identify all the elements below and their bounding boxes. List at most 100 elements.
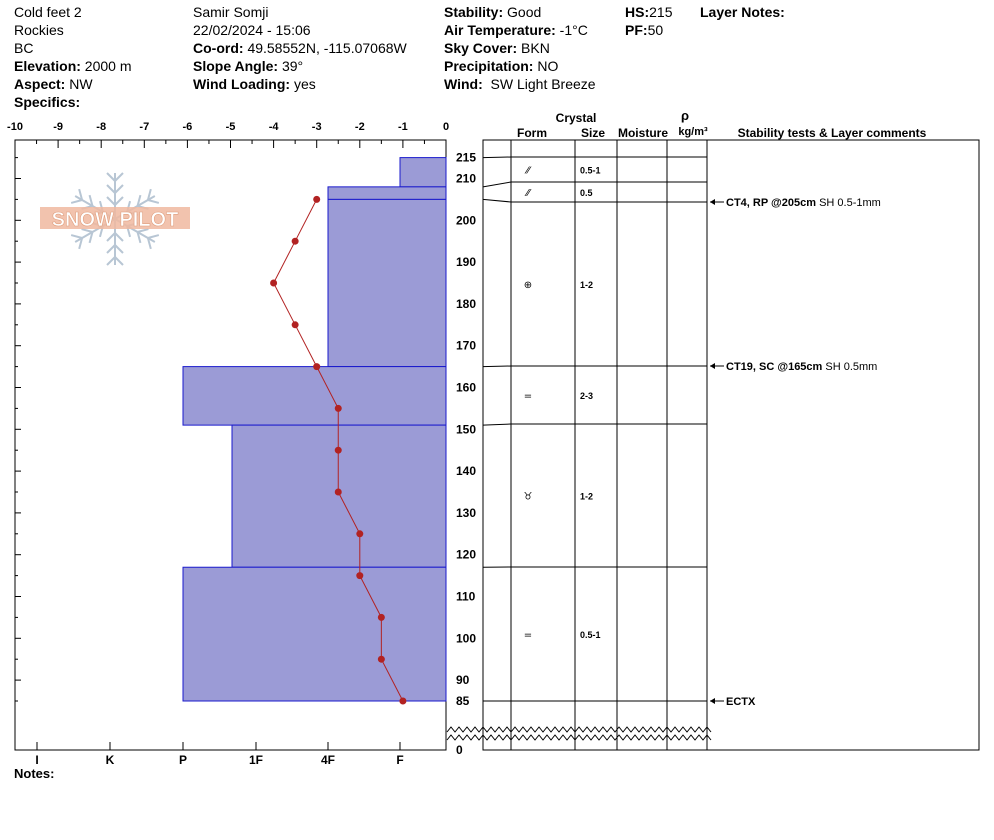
wind-value: SW Light Breeze [490,76,596,92]
temp-tick-label: -7 [139,121,149,133]
depth-tick-label: 215 [456,151,476,165]
snowflake-branch [136,194,142,207]
axis-break [446,726,712,733]
stability: Stability: Good [444,3,596,21]
wind: Wind: SW Light Breeze [444,75,596,93]
stability-test-text: ECTX [726,696,756,708]
depth-tick-label: 150 [456,422,476,436]
header-col4: HS:215 PF:50 [625,3,672,39]
temperature-point [377,613,385,621]
elevation-label: Elevation: [14,58,81,74]
axis-break [446,734,712,741]
depth-tick-label: 140 [456,464,476,478]
temp-tick-label: 0 [443,121,449,133]
depth-tick-label: 130 [456,506,476,520]
temperature-point [313,195,321,203]
temp-tick-label: -2 [355,121,365,133]
penetration-foot: PF:50 [625,21,672,39]
depth-tick-label: 170 [456,339,476,353]
temperature-point [270,279,278,287]
header-size: Size [581,126,605,140]
wind-loading: Wind Loading: yes [193,75,407,93]
precipitation: Precipitation: NO [444,57,596,75]
header-moisture: Moisture [618,126,668,140]
snowflake-branch [78,188,84,201]
snowflake-branch [136,231,142,244]
stability-test-comment: SH 0.5mm [822,361,877,373]
stability-arrowhead [710,363,715,369]
sky-label: Sky Cover: [444,40,518,56]
stability-test-text: CT4, RP @205cm SH 0.5-1mm [726,197,881,209]
depth-tick-label: 200 [456,213,476,227]
stability-label: Stability: [444,4,504,20]
stability-value: Good [507,4,542,20]
depth-connector [482,156,512,159]
temperature-point [291,321,299,329]
temp-tick-label: -9 [53,121,63,133]
temperature-point [291,237,299,245]
crystal-size: 2-3 [580,391,593,401]
crystal-size: 0.5-1 [580,630,601,640]
snowflake-branch [106,256,116,266]
stability-test-result: ECTX [726,696,756,708]
elevation-value: 2000 m [84,58,132,74]
sky-value: BKN [521,40,550,56]
stability-arrowhead [710,698,715,704]
snowflake-branch [106,172,116,182]
depth-tick-label: 190 [456,255,476,269]
snowflake-branch [106,232,116,242]
temp-tick-label: -4 [269,121,280,133]
depth-tick-label: 100 [456,631,476,645]
temperature-point [334,488,342,496]
snowflake-branch [114,244,124,254]
aspect: Aspect: NW [14,75,132,93]
region-name: BC [14,40,34,56]
notes-label: Notes: [14,766,55,781]
snowflake-branch [81,228,93,233]
temp-tick-label: -1 [398,121,408,133]
header-rho: ρ [681,108,689,123]
wind-label: Wind: [444,76,483,92]
temp-tick-label: -5 [226,121,236,133]
coordinates: Co-ord: 49.58552N, -115.07068W [193,39,407,57]
snowflake-branch [70,199,83,204]
wind-loading-label: Wind Loading: [193,76,291,92]
range-name: Rockies [14,22,64,38]
coord-value: 49.58552N, -115.07068W [247,40,407,56]
snowflake-branch [88,231,94,244]
hardness-layer [327,198,447,368]
hardness-layer [231,424,447,568]
stability-test-result: CT4, RP @205cm [726,197,816,209]
snowflake-branch [114,232,124,242]
hardness-tick-label: P [179,753,187,767]
crystal-form-symbol: = [524,630,532,641]
depth-tick-label: 160 [456,381,476,395]
hardness-tick-label: 4F [321,753,335,767]
snowflake-branch [114,184,124,194]
hardness-layer [399,157,447,188]
logo-banner [40,207,190,229]
snowflake-branch [146,188,152,201]
depth-tick-label: 85 [456,694,470,708]
hardness-layer [327,186,447,200]
hardness-layer [182,566,447,702]
header-col2: Samir Somji 22/02/2024 - 15:06 Co-ord: 4… [193,3,407,93]
hardness-tick-label: I [35,753,38,767]
air-temp-value: -1°C [559,22,588,38]
pf-label: PF: [625,22,648,38]
stability-arrowhead [710,199,715,205]
header-col1: Cold feet 2 Rockies BC Elevation: 2000 m… [14,3,132,111]
height-of-snow: HS:215 [625,3,672,21]
depth-connector [482,365,512,368]
depth-connector [482,198,512,203]
hardness-tick-label: 1F [249,753,263,767]
crystal-size: 0.5 [580,188,593,198]
snowflake-branch [114,256,124,266]
depth-tick-label: 210 [456,172,476,186]
snowflake-branch [147,199,160,204]
crystal-form-symbol: ♉ [524,492,533,503]
pf-value: 50 [647,22,664,38]
hardness-tick-label: K [106,753,115,767]
temperature-point [334,446,342,454]
depth-connector [482,423,512,426]
